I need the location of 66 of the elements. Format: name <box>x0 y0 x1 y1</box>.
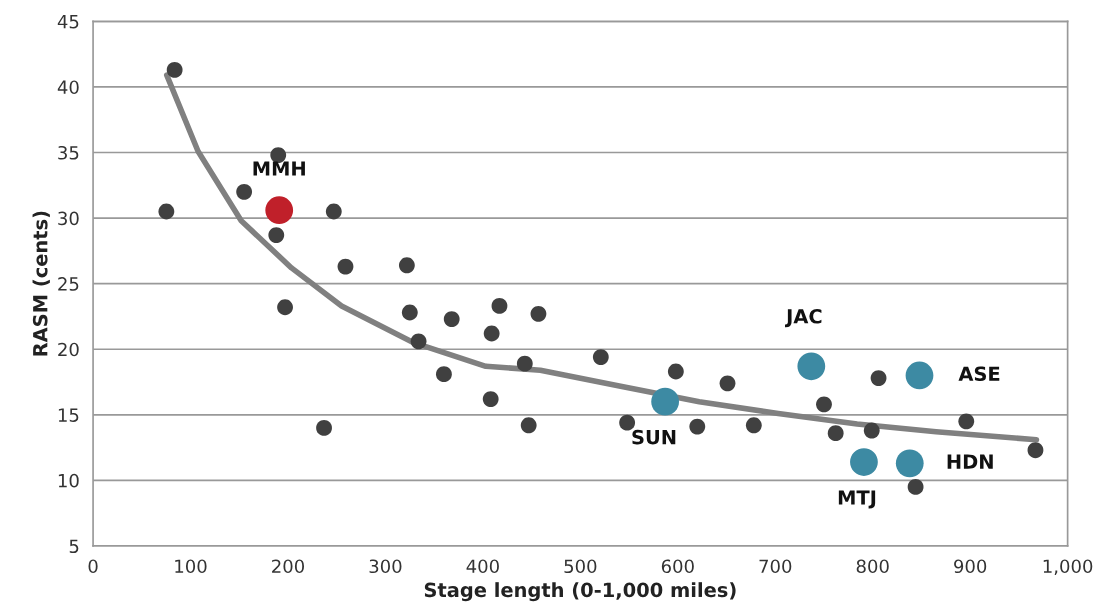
point <box>398 257 415 274</box>
point <box>907 479 924 495</box>
y-tick-label: 5 <box>69 539 79 554</box>
point <box>158 203 175 220</box>
point <box>827 425 844 442</box>
point <box>166 61 183 78</box>
point <box>619 414 636 431</box>
point <box>520 417 537 434</box>
point <box>401 304 418 321</box>
y-tick-label: 25 <box>58 277 79 291</box>
point <box>745 417 762 434</box>
point <box>530 305 547 322</box>
point <box>719 375 736 392</box>
point <box>689 418 706 435</box>
y-axis-title: RASM (cents) <box>32 211 50 356</box>
y-tick-label: 10 <box>58 473 79 488</box>
y-tick-label: 35 <box>58 145 79 160</box>
x-tick-label: 700 <box>759 559 792 574</box>
point <box>443 311 460 327</box>
x-tick-label: 0 <box>88 559 98 574</box>
x-tick-label: 500 <box>564 559 597 574</box>
annotation: ASE <box>958 366 1000 382</box>
x-tick-label: 900 <box>954 559 987 574</box>
x-tick-label: 100 <box>175 559 207 574</box>
y-tick-label: 15 <box>58 408 79 422</box>
annotation: MMH <box>253 161 305 176</box>
point <box>816 396 832 413</box>
annotation: SUN <box>632 429 676 445</box>
x-tick-label: 800 <box>856 559 889 574</box>
point <box>870 370 887 386</box>
point <box>316 420 332 436</box>
annotation: MTJ <box>838 490 876 509</box>
point <box>651 387 680 416</box>
point <box>268 227 285 244</box>
point <box>958 413 975 430</box>
x-tick-label: 600 <box>661 559 694 574</box>
point <box>236 183 253 200</box>
point <box>277 299 293 316</box>
y-tick-label: 45 <box>57 15 79 29</box>
point <box>667 363 684 380</box>
point <box>592 349 609 366</box>
x-tick-label: 1,000 <box>1043 559 1093 575</box>
point <box>797 352 826 381</box>
point <box>491 298 508 314</box>
y-tick-label: 40 <box>57 80 79 95</box>
point <box>482 391 499 407</box>
point <box>895 449 924 478</box>
point <box>905 361 934 390</box>
point <box>337 258 354 275</box>
y-tick-label: 30 <box>58 211 79 226</box>
y-tick-label: 20 <box>58 342 79 357</box>
point <box>325 203 342 220</box>
point <box>516 355 533 372</box>
annotation: HDN <box>947 454 993 469</box>
point <box>1027 442 1044 459</box>
point <box>265 196 294 225</box>
point <box>863 422 880 439</box>
point <box>483 325 500 342</box>
x-tick-label: 200 <box>272 559 305 574</box>
x-tick-label: 300 <box>369 559 402 574</box>
point <box>410 333 427 350</box>
annotation: JAC <box>785 308 822 328</box>
x-axis-title: Stage length (0-1,000 miles) <box>424 582 736 602</box>
point <box>850 448 878 476</box>
point <box>435 366 452 383</box>
x-tick-label: 400 <box>466 559 499 574</box>
